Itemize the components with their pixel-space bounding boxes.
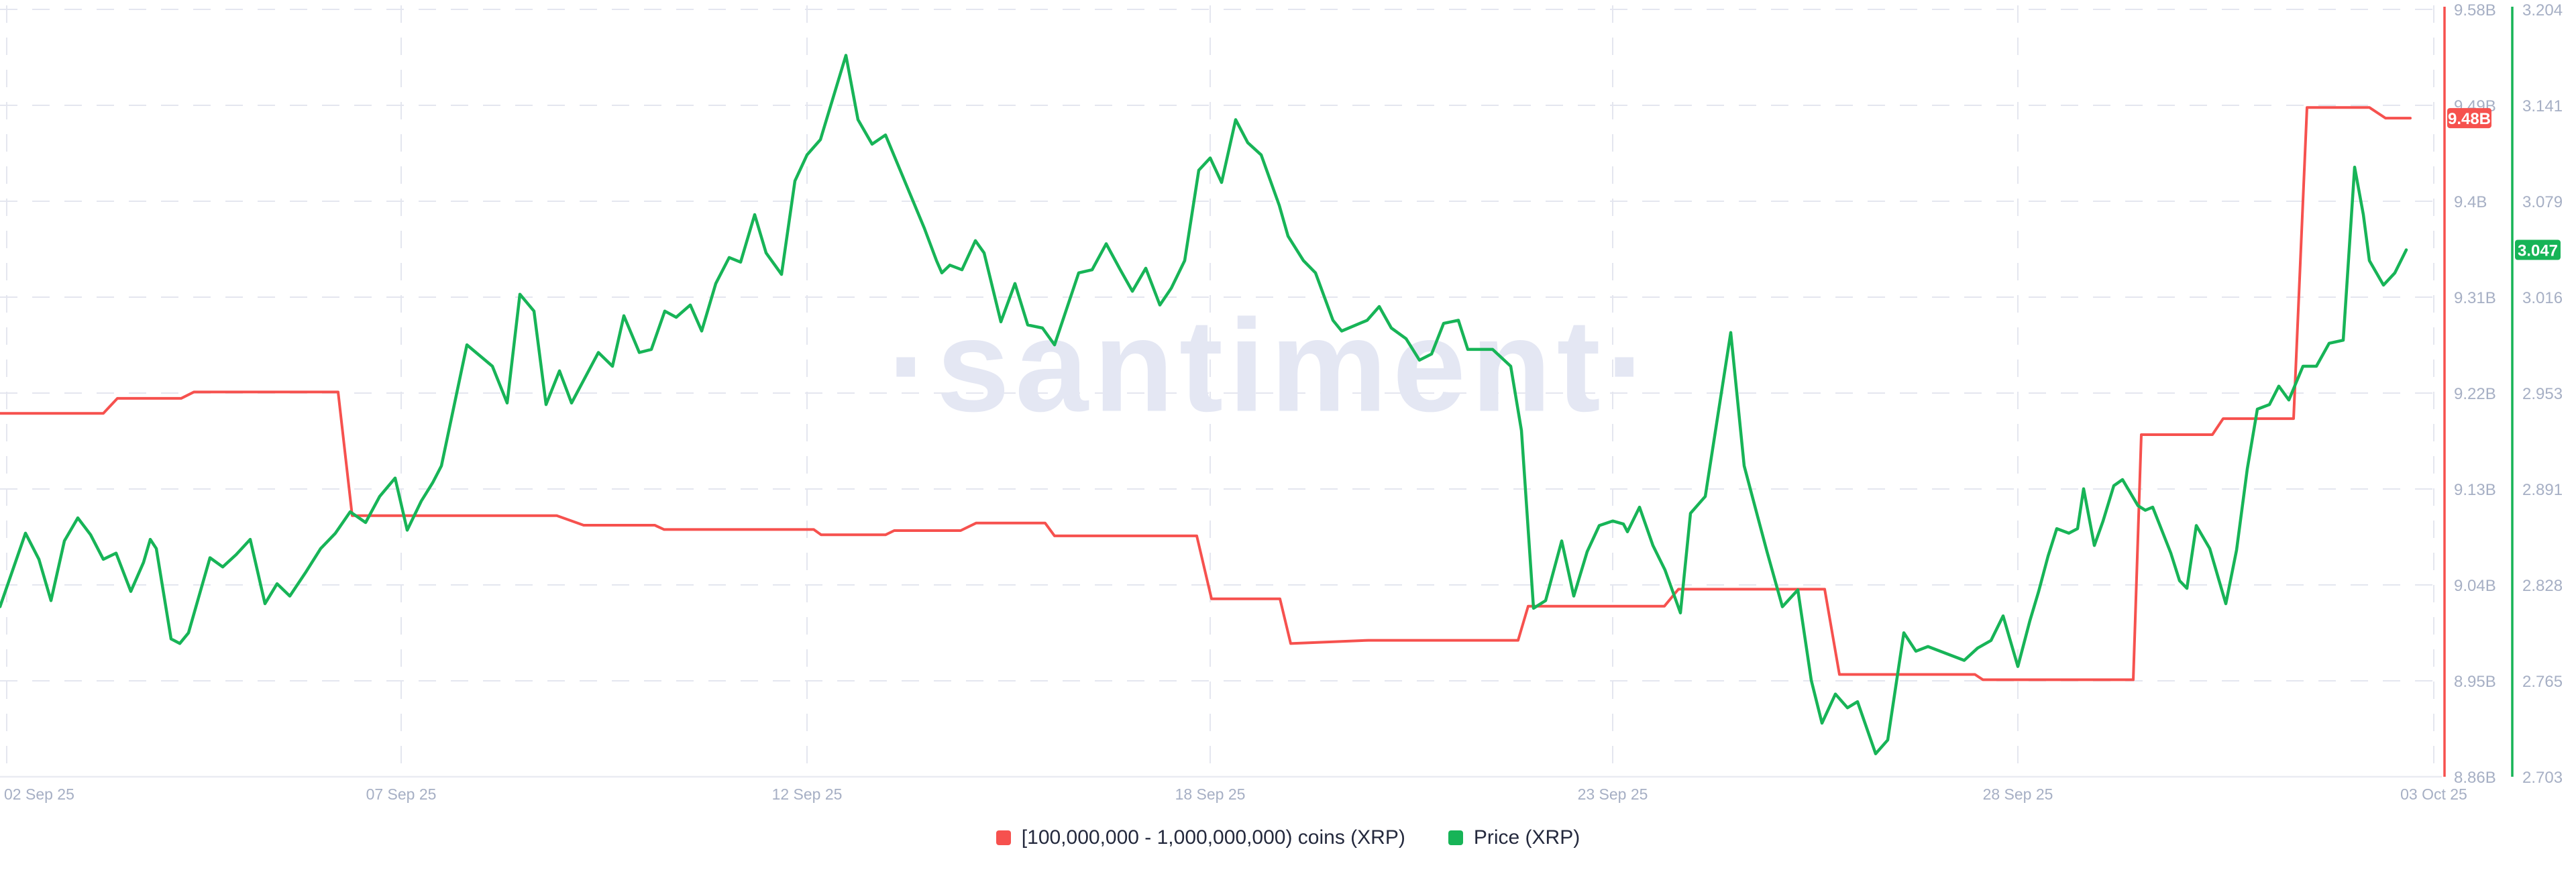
supply-axis-tick-label: 9.13B [2454,481,2496,499]
supply-axis-tick-label: 9.04B [2454,577,2496,595]
price-axis-tick-label: 2.703 [2522,769,2563,787]
x-axis-tick-label: 03 Oct 25 [2400,785,2467,803]
x-axis-tick-label: 28 Sep 25 [1983,785,2053,803]
price-last-value-badge [2515,239,2561,260]
x-axis-tick-label: 23 Sep 25 [1578,785,1648,803]
price-axis-tick-label: 3.204 [2522,1,2563,19]
supply-last-value-text: 9.48B [2448,110,2491,128]
price-axis-tick-label: 3.079 [2522,193,2563,211]
price-axis-tick-label: 2.765 [2522,673,2563,691]
price-axis-tick-label: 3.016 [2522,289,2563,307]
legend-label-holdings: [100,000,000 - 1,000,000,000) coins (XRP… [1021,826,1405,849]
price-axis-tick-label: 3.141 [2522,97,2563,115]
legend-item-price[interactable]: Price (XRP) [1448,826,1580,849]
price-line [0,54,2408,755]
price-last-value-text: 3.047 [2518,241,2558,260]
legend-label-price: Price (XRP) [1473,826,1580,849]
price-series-swatch-icon [1448,830,1463,845]
holdings-line [0,106,2412,682]
supply-axis-tick-label: 9.31B [2454,289,2496,307]
legend-item-holdings[interactable]: [100,000,000 - 1,000,000,000) coins (XRP… [996,826,1405,849]
supply-axis-tick-label: 8.86B [2454,769,2496,787]
supply-axis-tick-label: 9.4B [2454,193,2487,211]
supply-axis-tick-label: 8.95B [2454,673,2496,691]
x-axis-tick-label: 02 Sep 25 [4,785,74,803]
holdings-series-swatch-icon [996,830,1011,845]
supply-last-value-badge [2447,108,2491,129]
price-axis-tick-label: 2.891 [2522,481,2563,499]
price-axis-tick-label: 2.828 [2522,577,2563,595]
x-axis-tick-label: 12 Sep 25 [772,785,843,803]
supply-axis-tick-label: 9.22B [2454,385,2496,403]
x-axis-tick-label: 07 Sep 25 [366,785,437,803]
legend: [100,000,000 - 1,000,000,000) coins (XRP… [0,826,2576,849]
santiment-watermark: ·santiment· [888,292,1655,439]
x-axis-tick-label: 18 Sep 25 [1175,785,1246,803]
price-axis-tick-label: 2.953 [2522,385,2563,403]
supply-axis-tick-label: 9.58B [2454,1,2496,19]
